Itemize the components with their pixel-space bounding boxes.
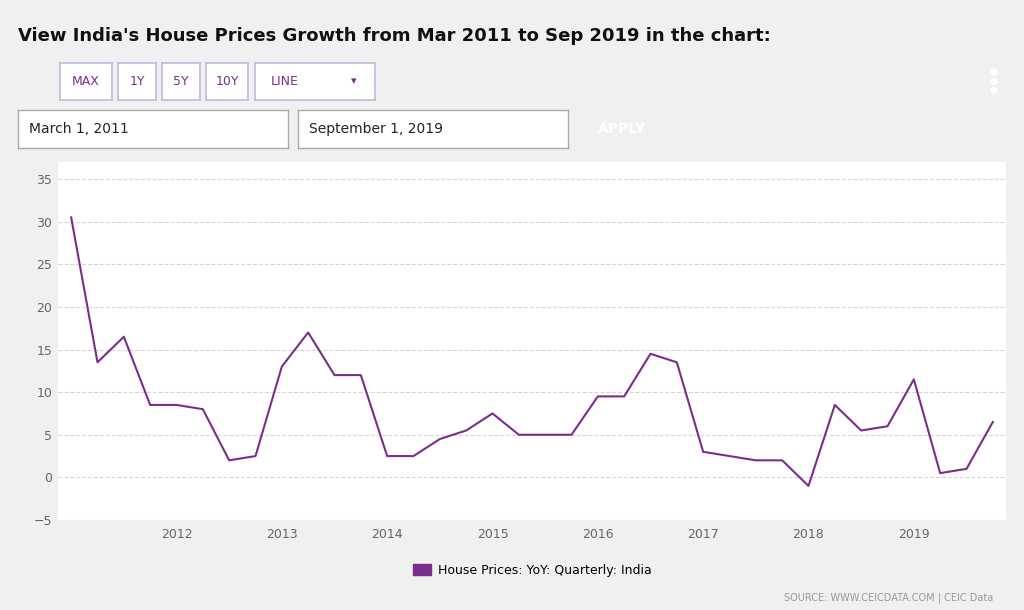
- Circle shape: [991, 79, 997, 84]
- Text: SOURCE: WWW.CEICDATA.COM | CEIC Data: SOURCE: WWW.CEICDATA.COM | CEIC Data: [784, 592, 993, 603]
- Text: September 1, 2019: September 1, 2019: [309, 122, 442, 136]
- Text: APPLY: APPLY: [598, 122, 646, 136]
- Text: 1Y: 1Y: [129, 75, 144, 88]
- Text: 5Y: 5Y: [173, 75, 188, 88]
- Text: March 1, 2011: March 1, 2011: [29, 122, 129, 136]
- Text: LINE: LINE: [271, 75, 299, 88]
- Text: ▾: ▾: [350, 76, 356, 87]
- Text: View India's House Prices Growth from Mar 2011 to Sep 2019 in the chart:: View India's House Prices Growth from Ma…: [18, 27, 771, 46]
- Circle shape: [991, 70, 997, 75]
- Circle shape: [991, 88, 997, 94]
- Text: 10Y: 10Y: [215, 75, 239, 88]
- Legend: House Prices: YoY: Quarterly: India: House Prices: YoY: Quarterly: India: [408, 559, 656, 582]
- Text: MAX: MAX: [72, 75, 100, 88]
